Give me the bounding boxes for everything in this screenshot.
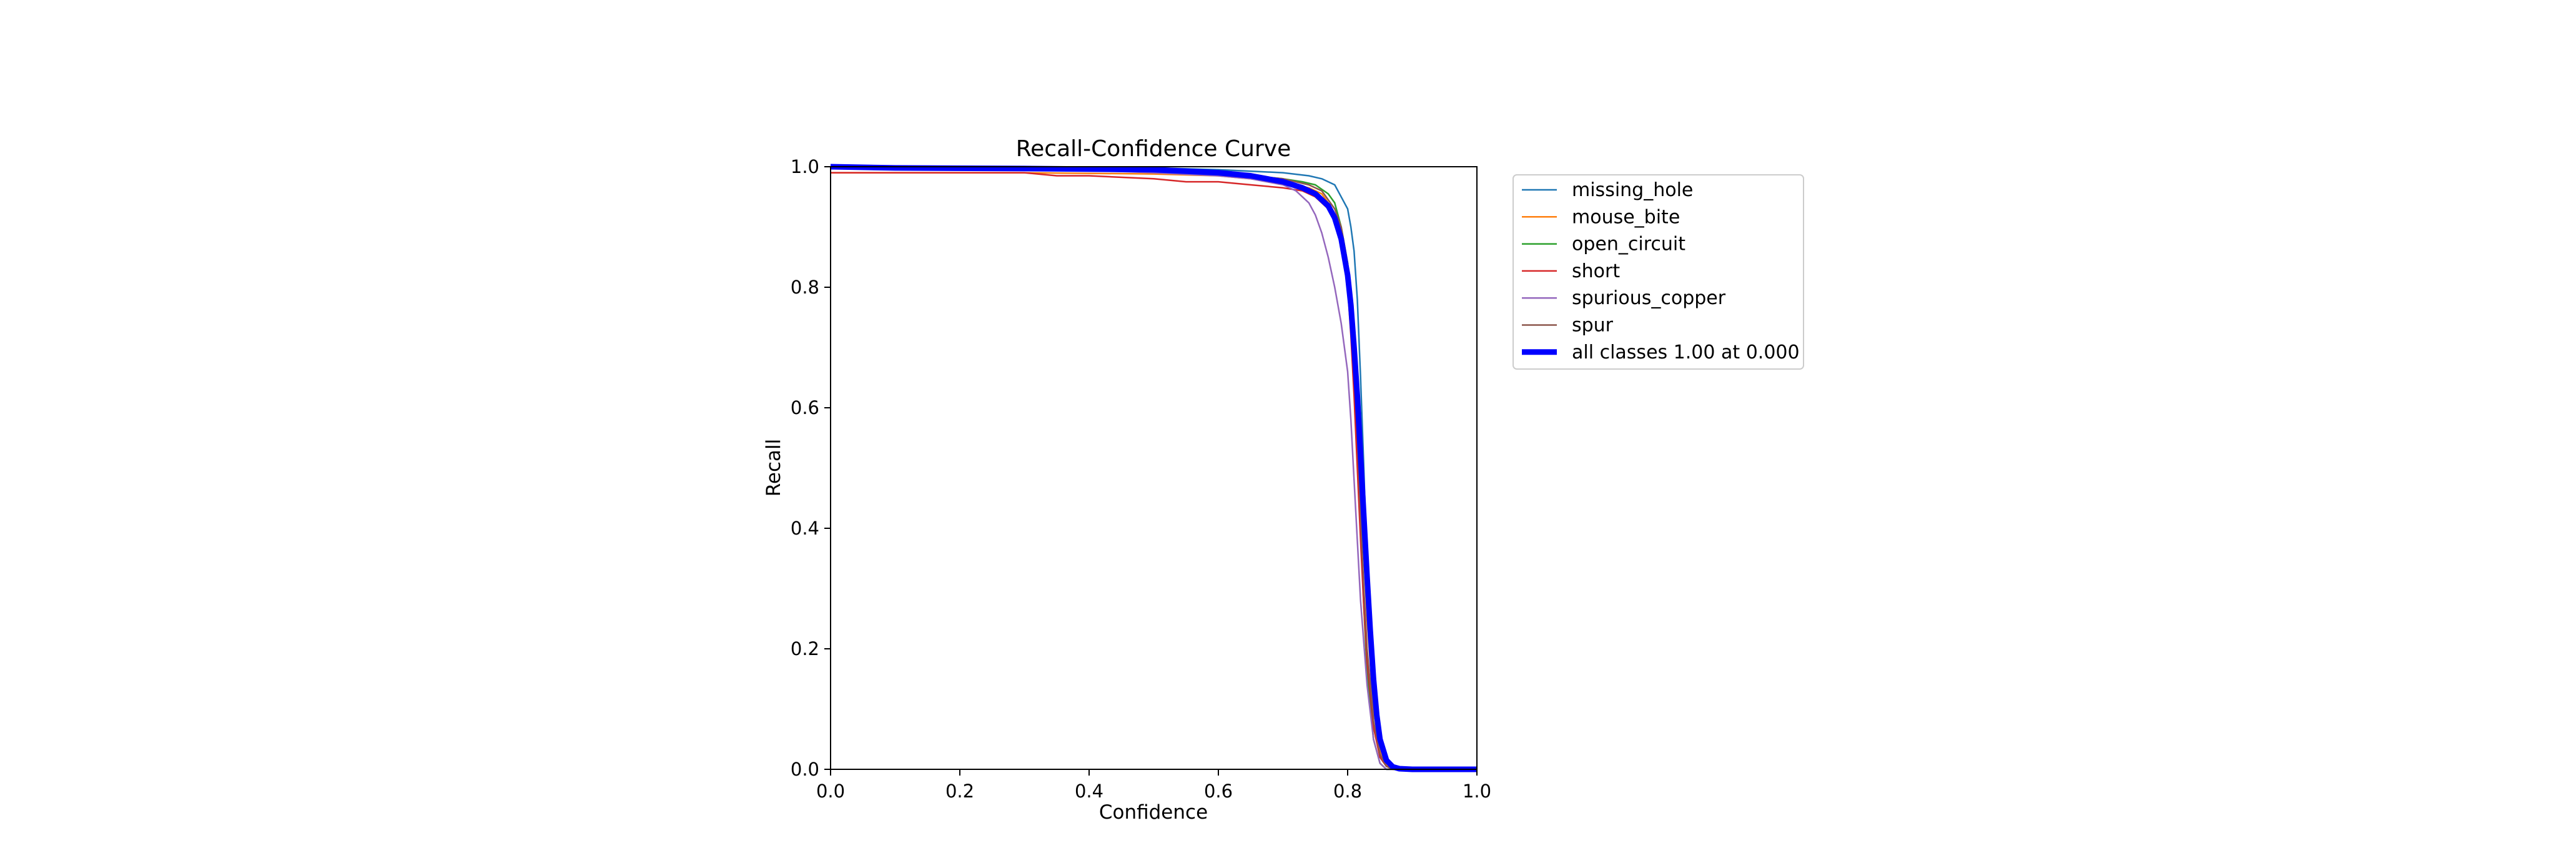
y-tick-label: 0.4 xyxy=(791,518,819,539)
x-tick-label: 0.8 xyxy=(1333,781,1362,802)
y-tick-label: 0.8 xyxy=(791,277,819,298)
y-tick-label: 0.2 xyxy=(791,638,819,659)
legend-label: spurious_copper xyxy=(1572,287,1726,309)
y-axis-label: Recall xyxy=(762,439,785,497)
x-tick-label: 0.2 xyxy=(945,781,974,802)
legend-label: open_circuit xyxy=(1572,234,1685,255)
y-tick-label: 1.0 xyxy=(791,156,819,177)
plot-area xyxy=(830,164,1477,772)
y-tick-label: 0.0 xyxy=(791,759,819,780)
legend-label: spur xyxy=(1572,315,1614,337)
x-tick-label: 1.0 xyxy=(1463,781,1491,802)
x-tick-label: 0.6 xyxy=(1204,781,1233,802)
y-tick-label: 0.6 xyxy=(791,397,819,418)
x-tick-label: 0.4 xyxy=(1075,781,1103,802)
series-line-4 xyxy=(830,165,1477,771)
legend-box xyxy=(1513,174,1804,370)
legend-label: all classes 1.00 at 0.000 xyxy=(1572,342,1800,363)
chart-title: Recall-Confidence Curve xyxy=(1016,136,1291,162)
x-axis: 0.0 0.2 0.4 0.6 0.8 1.0 xyxy=(816,769,1491,802)
plot-frame xyxy=(830,166,1478,770)
series-line-6 xyxy=(830,164,1477,772)
x-axis-label: Confidence xyxy=(1099,801,1208,824)
x-tick-label: 0.0 xyxy=(816,781,845,802)
legend-label: mouse_bite xyxy=(1572,206,1680,228)
y-axis: 0.0 0.2 0.4 0.6 0.8 1.0 xyxy=(791,156,831,780)
legend-label: short xyxy=(1572,260,1620,282)
legend-label: missing_hole xyxy=(1572,179,1693,201)
